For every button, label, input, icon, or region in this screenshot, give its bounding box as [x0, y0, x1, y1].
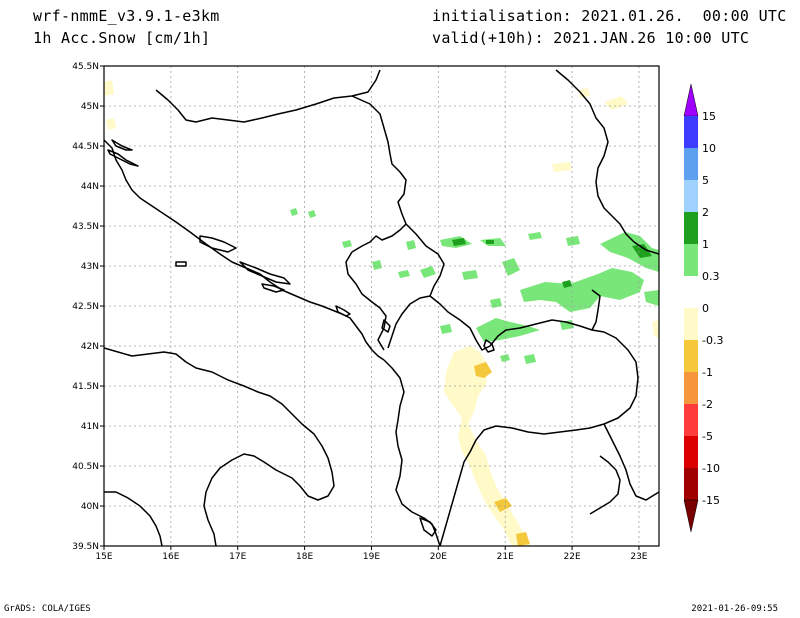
- lat-label: 42.5N: [72, 302, 99, 312]
- lon-label: 16E: [162, 552, 179, 562]
- lat-label: 43N: [81, 262, 99, 272]
- lat-label: 45N: [81, 102, 99, 112]
- snow-melt-areas: [104, 80, 659, 546]
- lat-label: 41.5N: [72, 382, 99, 392]
- colorbar-label: -0.3: [702, 334, 723, 347]
- italy-heel: [104, 491, 163, 546]
- lon-label: 17E: [229, 552, 246, 562]
- lake-ohrid: [483, 339, 495, 353]
- bulgaria-border: [555, 69, 659, 255]
- macedonia-border: [429, 295, 639, 441]
- colorbar-swatch: [684, 180, 698, 212]
- lat-label: 42N: [81, 342, 99, 352]
- lat-label: 44.5N: [72, 142, 99, 152]
- colorbar-swatch: [684, 436, 698, 468]
- colorbar-label: 15: [702, 110, 716, 123]
- istria-islands: [107, 149, 139, 167]
- lon-label: 23E: [630, 552, 647, 562]
- lat-label: 45.5N: [72, 62, 99, 72]
- snow-accumulation-areas: [290, 208, 659, 364]
- lat-label: 44N: [81, 182, 99, 192]
- colorbar-label: -5: [702, 430, 713, 443]
- lat-label: 40.5N: [72, 462, 99, 472]
- field-title: 1h Acc.Snow [cm/1h]: [33, 29, 211, 47]
- colorbar-label: 5: [702, 174, 709, 187]
- footer-credit: GrADS: COLA/IGES: [4, 604, 91, 614]
- lon-label: 19E: [363, 552, 380, 562]
- greece-coast: [589, 455, 621, 515]
- coastlines-borders: [104, 69, 659, 546]
- croatia-islands-2: [239, 261, 291, 285]
- snow-accumulation-heavy: [452, 238, 652, 288]
- colorbar: 15 10 5 2 1 0.3 0 -0.3 -1 -2 -5 -10 -15: [683, 83, 723, 533]
- model-title: wrf-nmmE_v3.9.1-e3km: [33, 7, 220, 25]
- lat-label: 40N: [81, 502, 99, 512]
- colorbar-label: -1: [702, 366, 713, 379]
- init-time: initialisation: 2021.01.26. 00:00 UTC: [432, 7, 787, 25]
- lon-label: 21E: [497, 552, 514, 562]
- lake-skadar: [381, 319, 391, 333]
- colorbar-swatch: [684, 116, 698, 148]
- serbia-border: [351, 95, 407, 253]
- lat-label: 39.5N: [72, 542, 99, 552]
- footer-timestamp: 2021-01-26-09:55: [691, 604, 778, 614]
- greece-gulf: [419, 517, 437, 537]
- montenegro-border: [345, 251, 387, 351]
- colorbar-swatch: [684, 244, 698, 276]
- colorbar-swatch: [684, 212, 698, 244]
- colorbar-swatch: [684, 340, 698, 372]
- lon-label: 22E: [564, 552, 581, 562]
- island-cluster: [111, 139, 133, 151]
- greece-north: [603, 423, 659, 501]
- longitude-labels: 15E 16E 17E 18E 19E 20E 21E 22E 23E: [95, 546, 648, 562]
- colorbar-label: 1: [702, 238, 709, 251]
- kotor-bay: [335, 305, 351, 317]
- colorbar-swatch: [684, 404, 698, 436]
- colorbar-label: 0: [702, 302, 709, 315]
- colorbar-label: 2: [702, 206, 709, 219]
- bulgaria-macedonia: [591, 289, 601, 331]
- italy-coast: [104, 347, 335, 546]
- albania-greece-coast: [383, 359, 441, 546]
- gridlines: [104, 66, 659, 546]
- kosovo-border: [387, 223, 445, 349]
- croatia-islands-3: [175, 261, 187, 267]
- valid-time: valid(+10h): 2021.JAN.26 10:00 UTC: [432, 29, 750, 47]
- lat-label: 41N: [81, 422, 99, 432]
- colorbar-label: -2: [702, 398, 713, 411]
- lon-label: 20E: [430, 552, 447, 562]
- lat-label: 43.5N: [72, 222, 99, 232]
- colorbar-label: 10: [702, 142, 716, 155]
- colorbar-label: -15: [702, 494, 720, 507]
- lon-label: 18E: [296, 552, 313, 562]
- croatia-islands-4: [261, 283, 285, 293]
- lon-label: 15E: [95, 552, 112, 562]
- colorbar-bottom-arrow: [683, 499, 699, 533]
- colorbar-swatch: [684, 468, 698, 500]
- colorbar-swatch: [684, 276, 698, 308]
- albania-greece-border: [439, 439, 477, 546]
- latitude-labels: 45.5N 45N 44.5N 44N 43.5N 43N 42.5N 42N 41.5N 41N…: [72, 62, 104, 552]
- snow-fields: [104, 80, 659, 546]
- bosnia-border: [155, 69, 381, 123]
- colorbar-swatch: [684, 308, 698, 340]
- snow-melt-strong: [474, 362, 530, 546]
- colorbar-top-arrow: [683, 83, 699, 117]
- colorbar-label: -10: [702, 462, 720, 475]
- colorbar-label: 0.3: [702, 270, 720, 283]
- colorbar-swatch: [684, 148, 698, 180]
- adriatic-east-coast: [104, 139, 385, 361]
- croatia-islands-1: [199, 235, 237, 253]
- colorbar-swatch: [684, 372, 698, 404]
